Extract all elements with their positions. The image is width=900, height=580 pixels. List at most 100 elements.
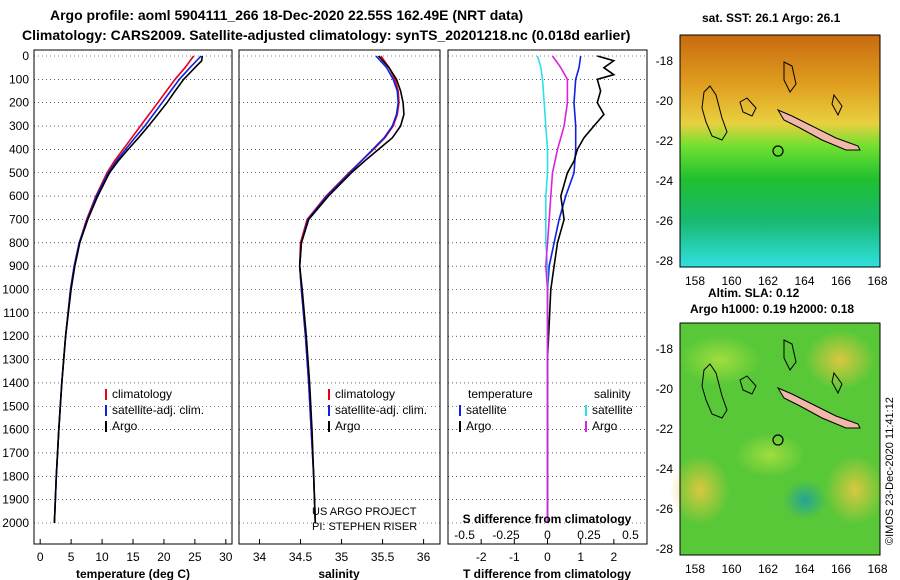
longitude-tick-label: 168 (867, 274, 887, 288)
depth-axis-ticks: 0 100 200 300 400 500 600 700 800 900 1000 1100 1200… (2, 49, 29, 530)
depth-tick-label: 1100 (3, 306, 29, 320)
x-tick-label: 0 (544, 550, 551, 564)
title-line-1: Argo profile: aoml 5904111_266 18-Dec-20… (50, 7, 523, 23)
title-line-2: Climatology: CARS2009. Satellite-adjuste… (22, 27, 630, 43)
longitude-tick-label: 166 (831, 274, 851, 288)
sst-longitude-ticks: 158 160 162 164 166 168 (685, 274, 888, 288)
sla-patch (783, 480, 827, 520)
legend-sal-satellite-label: satellite (592, 403, 633, 417)
temperature-plot-frame (33, 49, 233, 545)
sla-patch (670, 455, 730, 525)
legend-sal-argo-swatch (585, 421, 587, 432)
sst-island (776, 108, 861, 151)
salinity-difference-title: S difference from climatology (463, 512, 632, 526)
legend-sal-satellite-swatch (585, 405, 587, 416)
legend-temp-satellite-swatch (459, 405, 461, 416)
salinity-lines (298, 55, 405, 524)
credit-line-1: US ARGO PROJECT (312, 506, 417, 518)
sst-map-field (680, 35, 880, 267)
x-tick-label: 34.5 (289, 550, 313, 564)
sla-map: Altim. SLA: 0.12 Argo h1000: 0.19 h2000:… (656, 286, 888, 576)
sla-coastlines (701, 339, 843, 419)
depth-tick-label: 1700 (2, 446, 29, 460)
temperature-axis-ticks: 0 5 10 15 20 25 30 (37, 539, 233, 564)
salinity-gridlines (239, 55, 440, 524)
depth-tick-label: 900 (9, 259, 29, 273)
depth-tick-label: 1800 (2, 469, 29, 483)
temperature-axis-label: temperature (deg C) (76, 567, 190, 580)
salinity-diff-tick-label: 0.5 (622, 528, 639, 542)
x-tick-label: 10 (95, 550, 109, 564)
imos-watermark: ©IMOS 23-Dec-2020 11:41:12 (884, 397, 896, 545)
x-tick-label: -1 (509, 550, 520, 564)
sla-map-title-line-2: Argo h1000: 0.19 h2000: 0.18 (690, 302, 854, 316)
longitude-tick-label: 160 (721, 562, 741, 576)
series-line-argo (546, 55, 616, 523)
latitude-tick-label: -20 (656, 382, 674, 396)
legend-climatology-label: climatology (112, 387, 172, 401)
depth-tick-label: 1900 (2, 493, 29, 507)
latitude-tick-label: -20 (656, 94, 674, 108)
latitude-tick-label: -22 (656, 134, 674, 148)
series-line-argo (298, 55, 405, 524)
x-tick-label: 35.5 (371, 550, 395, 564)
x-tick-label: 20 (157, 550, 171, 564)
depth-tick-label: 1200 (2, 329, 29, 343)
longitude-tick-label: 162 (758, 562, 778, 576)
sla-latitude-ticks: -18 -20 -22 -24 -26 -28 (656, 342, 674, 556)
x-tick-label: 0 (37, 550, 44, 564)
legend-argo-label: Argo (335, 419, 361, 433)
longitude-tick-label: 162 (758, 274, 778, 288)
sst-map-title: sat. SST: 26.1 Argo: 26.1 (702, 11, 841, 25)
longitude-tick-label: 158 (685, 562, 705, 576)
sla-patch (825, 455, 885, 525)
x-tick-label: 25 (188, 550, 202, 564)
legend-argo-swatch (105, 421, 107, 432)
legend-satellite-swatch (328, 405, 330, 416)
salinity-panel: 34 34.5 35 35.5 36 salinity climatology sate… (238, 49, 441, 580)
legend-salinity-header: salinity (594, 387, 631, 401)
longitude-tick-label: 158 (685, 274, 705, 288)
temperature-lines (53, 55, 204, 524)
latitude-tick-label: -18 (656, 54, 674, 68)
difference-lines (536, 55, 616, 523)
longitude-tick-label: 164 (794, 274, 814, 288)
x-tick-label: 34 (253, 550, 267, 564)
legend-climatology-swatch (105, 389, 107, 400)
depth-tick-label: 1600 (2, 423, 29, 437)
longitude-tick-label: 164 (794, 562, 814, 576)
sla-patch (805, 330, 875, 390)
x-tick-label: 30 (219, 550, 233, 564)
temperature-gridlines (34, 55, 232, 524)
x-tick-label: 5 (68, 550, 75, 564)
longitude-tick-label: 166 (831, 562, 851, 576)
x-tick-label: 36 (417, 550, 431, 564)
sla-longitude-ticks: 158 160 162 164 166 168 (685, 562, 888, 576)
longitude-tick-label: 168 (867, 562, 887, 576)
latitude-tick-label: -28 (656, 254, 674, 268)
depth-tick-label: 600 (9, 189, 29, 203)
depth-tick-label: 1000 (2, 283, 29, 297)
sst-argo-location-marker (772, 145, 784, 157)
series-line-climatology (298, 55, 400, 524)
latitude-tick-label: -24 (656, 174, 674, 188)
salinity-axis-ticks: 34 34.5 35 35.5 36 (253, 539, 431, 564)
salinity-difference-axis-ticks: -0.5 -0.25 0 0.25 0.5 (454, 528, 639, 542)
series-line-salinity_diff (544, 55, 569, 523)
depth-tick-label: 400 (9, 142, 29, 156)
sla-map-title-line-1: Altim. SLA: 0.12 (708, 286, 800, 300)
difference-legend: temperature satellite Argo salinity sate… (459, 387, 633, 433)
legend-argo-label: Argo (112, 419, 138, 433)
depth-tick-label: 500 (9, 166, 29, 180)
latitude-tick-label: -22 (656, 422, 674, 436)
depth-tick-label: 800 (9, 236, 29, 250)
latitude-tick-label: -26 (656, 502, 674, 516)
legend-climatology-label: climatology (335, 387, 395, 401)
legend-temp-argo-label: Argo (466, 419, 492, 433)
series-line-satellite (298, 55, 400, 524)
depth-tick-label: 2000 (2, 516, 29, 530)
legend-climatology-swatch (328, 389, 330, 400)
salinity-diff-tick-label: 0 (544, 528, 551, 542)
series-line-satellite (53, 55, 202, 524)
